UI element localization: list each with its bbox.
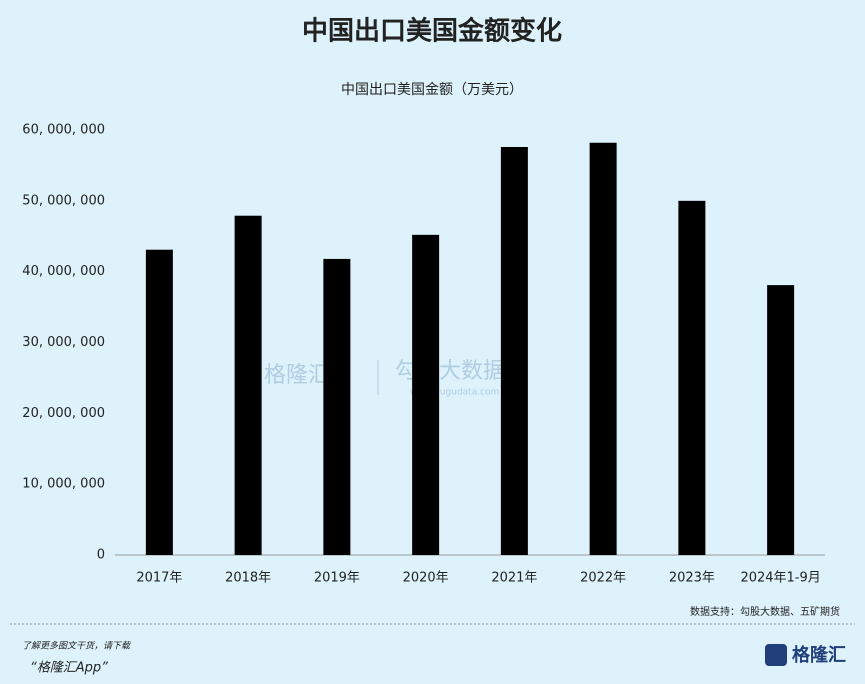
y-tick-label: 40, 000, 000 [22,264,105,279]
bar [412,234,440,556]
footer-line1: 了解更多图文干货，请下载 [22,641,131,652]
footer-line2: “格隆汇App” [30,661,108,676]
x-tick-label: 2021年 [491,571,537,586]
y-tick-label: 0 [97,548,105,563]
x-tick-label: 2020年 [403,571,449,586]
x-tick-label: 2018年 [225,571,271,586]
y-tick-label: 20, 000, 000 [22,406,105,421]
x-tick-label: 2017年 [136,571,182,586]
chart-subtitle: 中国出口美国金额（万美元） [341,82,523,98]
bar [500,147,528,555]
y-tick-label: 10, 000, 000 [22,477,105,492]
watermark: 格隆汇 勾股大数据 www.gugudata.com [264,359,505,398]
bar [767,285,795,555]
watermark-right: 勾股大数据 [395,359,505,384]
source: 数据支持：勾股大数据、五矿期货 [690,605,840,618]
logo-icon [765,644,787,666]
x-tick-label: 2024年1-9月 [740,571,820,586]
x-tick-label: 2019年 [314,571,360,586]
bar [678,200,706,556]
watermark-url: www.gugudata.com [410,388,499,398]
watermark-left: 格隆汇 [264,363,330,388]
chart-title: 中国出口美国金额变化 [302,16,562,47]
bar [323,258,351,555]
bar [234,215,262,556]
y-tick-label: 30, 000, 000 [22,335,105,350]
y-tick-label: 50, 000, 000 [22,193,105,208]
x-tick-label: 2022年 [580,571,626,586]
y-tick-label: 60, 000, 000 [22,123,105,138]
footer-logo: 格隆汇 [792,644,846,666]
x-tick-label: 2023年 [669,571,715,586]
bar [145,249,173,556]
bar [589,142,617,555]
